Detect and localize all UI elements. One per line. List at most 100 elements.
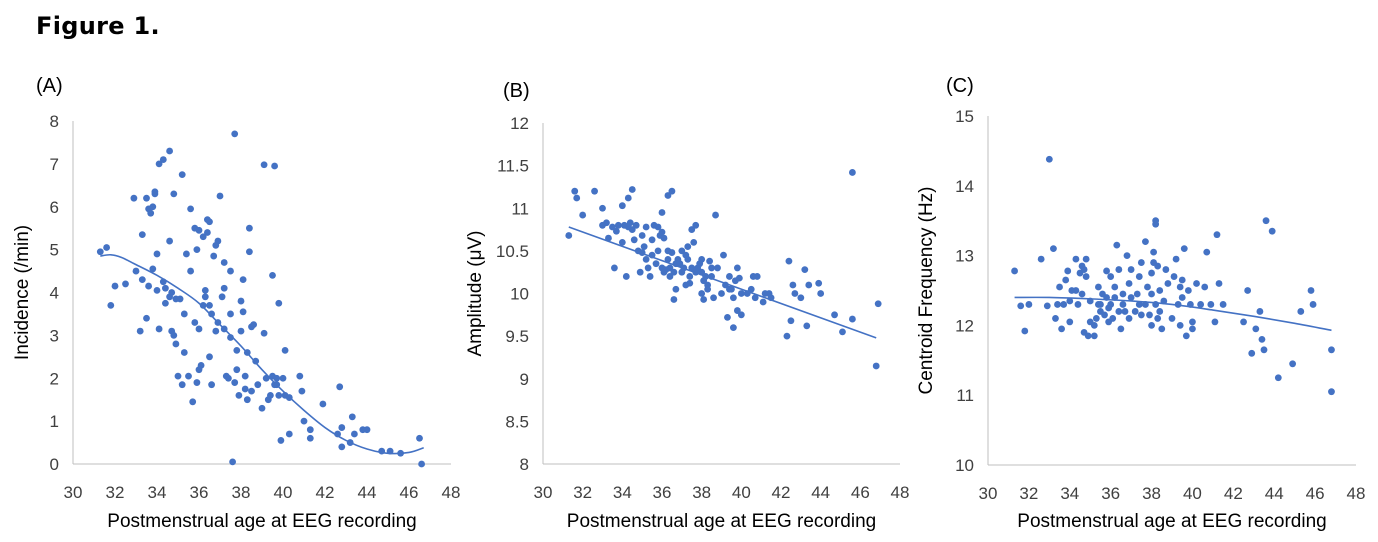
data-point (178, 171, 186, 178)
data-point (1082, 273, 1090, 280)
data-point (735, 274, 743, 282)
data-point (162, 284, 169, 292)
data-point (1121, 308, 1129, 315)
y-tick-label: 10 (510, 285, 529, 304)
data-point (737, 290, 745, 297)
data-point (728, 285, 735, 293)
data-point (1328, 388, 1335, 396)
data-point (176, 295, 184, 303)
data-point (1164, 280, 1172, 287)
data-point (660, 234, 668, 242)
data-point (1172, 255, 1180, 263)
y-tick-label: 7 (50, 155, 59, 174)
panel-a: (A) 30 32 34 36 38 40 42 44 46 48012345678Postmen… (12, 75, 460, 532)
trendline (1014, 296, 1332, 332)
data-point (1178, 276, 1186, 284)
data-point (644, 264, 652, 272)
data-point (688, 226, 696, 233)
data-point (269, 271, 276, 279)
data-point (1180, 245, 1188, 253)
data-point (1025, 301, 1033, 308)
data-point (193, 246, 201, 254)
data-point (630, 236, 638, 244)
data-point (1154, 262, 1162, 270)
data-point (416, 434, 423, 442)
data-point (666, 273, 674, 280)
data-point (622, 273, 630, 280)
data-point (1215, 280, 1223, 287)
data-point (668, 187, 676, 195)
data-point (1248, 349, 1256, 357)
data-point (193, 379, 201, 386)
data-point (239, 276, 247, 284)
data-point (159, 156, 167, 163)
y-axis-title: Centroid Frequency (Hz) (916, 186, 937, 394)
data-point (187, 267, 195, 275)
data-point (1125, 315, 1133, 322)
data-point (174, 372, 182, 380)
data-point (1256, 308, 1264, 315)
data-point (789, 281, 797, 289)
x-tick-label: 36 (190, 483, 209, 502)
data-point (730, 294, 737, 302)
data-point (1090, 322, 1098, 329)
y-axis-title: Amplitude (μV) (465, 230, 486, 356)
data-point (1131, 308, 1139, 315)
data-point (166, 237, 174, 245)
data-point (250, 321, 257, 329)
data-point (1064, 267, 1072, 275)
data-point (275, 299, 283, 307)
data-point (260, 161, 268, 169)
data-point (237, 327, 245, 335)
panel-label: (A) (36, 75, 63, 97)
data-point (1260, 346, 1268, 354)
data-point (260, 329, 268, 337)
x-tick-label: 46 (1306, 484, 1325, 503)
data-point (1148, 290, 1155, 298)
x-tick-label: 46 (400, 483, 419, 502)
data-point (1097, 301, 1104, 308)
y-tick-label: 4 (50, 284, 59, 303)
data-point (712, 211, 719, 219)
data-point (1189, 325, 1196, 333)
data-point (1123, 252, 1131, 259)
data-point (759, 298, 767, 306)
y-tick-label: 5 (50, 241, 59, 260)
data-point (338, 443, 346, 451)
data-point (239, 308, 247, 316)
data-point (686, 279, 694, 287)
data-point (1193, 280, 1200, 287)
data-point (668, 249, 676, 256)
data-point (849, 315, 856, 323)
data-point (214, 237, 222, 245)
data-point (632, 221, 640, 229)
x-tick-label: 44 (1265, 484, 1284, 503)
x-tick-label: 48 (442, 483, 461, 502)
data-point (1072, 255, 1080, 263)
data-point (1211, 318, 1219, 326)
y-tick-label: 15 (955, 107, 974, 126)
data-point (197, 361, 205, 369)
data-point (1103, 267, 1110, 275)
y-tick-label: 6 (50, 198, 59, 217)
y-tick-label: 11 (511, 199, 529, 218)
y-axis-title: Incidence (/min) (12, 225, 33, 360)
data-point (237, 297, 245, 305)
data-point (1178, 294, 1186, 301)
data-point (306, 426, 314, 434)
data-point (1244, 287, 1252, 294)
y-tick-label: 10.5 (496, 242, 529, 261)
data-point (573, 194, 581, 202)
data-point (1189, 318, 1196, 326)
data-point (611, 264, 618, 272)
data-point (136, 327, 144, 335)
data-point (628, 186, 636, 193)
data-point (1135, 301, 1143, 308)
data-point (258, 404, 266, 412)
data-point (1201, 283, 1209, 291)
data-point (670, 296, 678, 303)
panel-c: (C) 30 32 34 36 38 40 42 44 46 48 10 11 12 13 14 15 Post… (916, 75, 1365, 532)
data-point (138, 276, 146, 284)
data-point (96, 248, 104, 256)
